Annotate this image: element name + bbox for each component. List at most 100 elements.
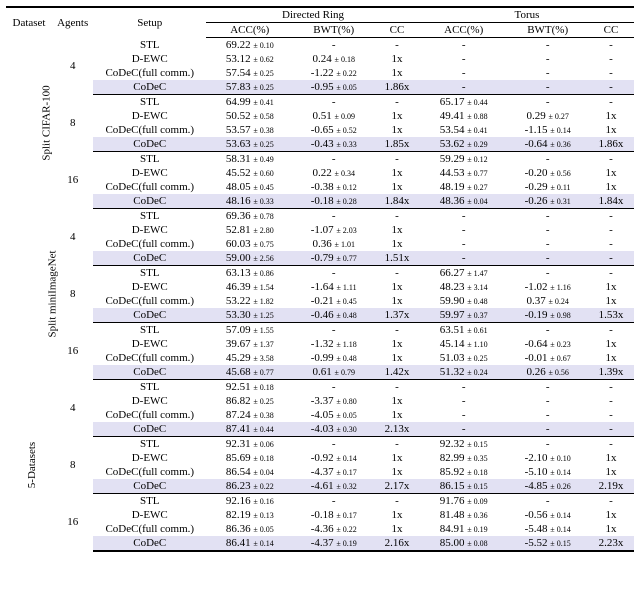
dataset-label: Split miniImageNet <box>6 209 52 380</box>
dataset-label: Split CIFAR-100 <box>6 38 52 209</box>
value-cell: 1x <box>374 280 420 294</box>
dataset-label: 5-Datasets <box>6 380 52 552</box>
setup-label: CoDeC(full comm.) <box>93 237 206 251</box>
value-cell: 2.17x <box>374 479 420 494</box>
value-cell: 45.68 ± 0.77 <box>206 365 293 380</box>
table-row: CoDeC(full comm.)53.57 ± 0.38-0.65 ± 0.5… <box>6 123 634 137</box>
value-cell: 53.62 ± 0.29 <box>420 137 507 152</box>
agents-label: 8 <box>52 95 93 152</box>
value-cell: -0.18 ± 0.17 <box>294 508 375 522</box>
value-cell: - <box>294 437 375 452</box>
value-cell: -4.03 ± 0.30 <box>294 422 375 437</box>
agents-label: 4 <box>52 380 93 437</box>
value-cell: 50.52 ± 0.58 <box>206 109 293 123</box>
table-row: CoDeC(full comm.)48.05 ± 0.45-0.38 ± 0.1… <box>6 180 634 194</box>
value-cell: 2.13x <box>374 422 420 437</box>
value-cell: - <box>420 80 507 95</box>
setup-label: CoDeC(full comm.) <box>93 66 206 80</box>
value-cell: - <box>507 237 588 251</box>
value-cell: - <box>374 152 420 167</box>
value-cell: 1x <box>374 465 420 479</box>
value-cell: - <box>294 323 375 338</box>
value-cell: -0.64 ± 0.36 <box>507 137 588 152</box>
value-cell: 48.05 ± 0.45 <box>206 180 293 194</box>
value-cell: 0.22 ± 0.34 <box>294 166 375 180</box>
value-cell: - <box>507 223 588 237</box>
value-cell: 1x <box>374 522 420 536</box>
table-row: 5-Datasets4STL92.51 ± 0.18----- <box>6 380 634 395</box>
value-cell: 0.51 ± 0.09 <box>294 109 375 123</box>
value-cell: 1x <box>374 52 420 66</box>
value-cell: -2.10 ± 0.10 <box>507 451 588 465</box>
value-cell: 44.53 ± 0.77 <box>420 166 507 180</box>
value-cell: - <box>420 66 507 80</box>
value-cell: 59.90 ± 0.48 <box>420 294 507 308</box>
value-cell: - <box>507 422 588 437</box>
value-cell: 1x <box>374 66 420 80</box>
value-cell: 48.23 ± 3.14 <box>420 280 507 294</box>
value-cell: - <box>507 437 588 452</box>
value-cell: - <box>374 323 420 338</box>
value-cell: 45.52 ± 0.60 <box>206 166 293 180</box>
value-cell: - <box>507 52 588 66</box>
value-cell: 87.24 ± 0.38 <box>206 408 293 422</box>
table-row: CoDeC(full comm.)45.29 ± 3.58-0.99 ± 0.4… <box>6 351 634 365</box>
value-cell: -0.43 ± 0.33 <box>294 137 375 152</box>
value-cell: -1.02 ± 1.16 <box>507 280 588 294</box>
table-row: D-EWC82.19 ± 0.13-0.18 ± 0.171x81.48 ± 0… <box>6 508 634 522</box>
agents-label: 16 <box>52 494 93 552</box>
table-row: D-EWC46.39 ± 1.54-1.64 ± 1.111x48.23 ± 3… <box>6 280 634 294</box>
value-cell: - <box>588 209 634 224</box>
table-row: 16STL92.16 ± 0.16--91.76 ± 0.09-- <box>6 494 634 509</box>
value-cell: 1x <box>374 337 420 351</box>
value-cell: 59.00 ± 2.56 <box>206 251 293 266</box>
setup-label: D-EWC <box>93 223 206 237</box>
table-row: 8STL64.99 ± 0.41--65.17 ± 0.44-- <box>6 95 634 110</box>
value-cell: 51.03 ± 0.25 <box>420 351 507 365</box>
setup-label: CoDeC(full comm.) <box>93 180 206 194</box>
value-cell: 1.53x <box>588 308 634 323</box>
value-cell: 1x <box>374 123 420 137</box>
setup-label: CoDeC <box>93 422 206 437</box>
table-row: CoDeC53.30 ± 1.25-0.46 ± 0.481.37x59.97 … <box>6 308 634 323</box>
value-cell: - <box>294 380 375 395</box>
value-cell: 58.31 ± 0.49 <box>206 152 293 167</box>
col-to-bwt: BWT(%) <box>507 23 588 38</box>
setup-label: CoDeC <box>93 536 206 551</box>
value-cell: -0.65 ± 0.52 <box>294 123 375 137</box>
table-row: CoDeC45.68 ± 0.770.61 ± 0.791.42x51.32 ±… <box>6 365 634 380</box>
value-cell: 92.32 ± 0.15 <box>420 437 507 452</box>
value-cell: 85.00 ± 0.08 <box>420 536 507 551</box>
value-cell: 92.51 ± 0.18 <box>206 380 293 395</box>
value-cell: - <box>588 237 634 251</box>
agents-label: 8 <box>52 437 93 494</box>
value-cell: - <box>374 437 420 452</box>
setup-label: CoDeC(full comm.) <box>93 351 206 365</box>
value-cell: 0.29 ± 0.27 <box>507 109 588 123</box>
value-cell: 1x <box>374 394 420 408</box>
value-cell: 52.81 ± 2.80 <box>206 223 293 237</box>
value-cell: - <box>374 38 420 53</box>
value-cell: 45.14 ± 1.10 <box>420 337 507 351</box>
value-cell: 1x <box>588 294 634 308</box>
value-cell: 1x <box>588 522 634 536</box>
value-cell: 48.16 ± 0.33 <box>206 194 293 209</box>
value-cell: - <box>507 38 588 53</box>
value-cell: -4.85 ± 0.26 <box>507 479 588 494</box>
value-cell: -0.79 ± 0.77 <box>294 251 375 266</box>
value-cell: 64.99 ± 0.41 <box>206 95 293 110</box>
value-cell: 53.30 ± 1.25 <box>206 308 293 323</box>
setup-label: STL <box>93 209 206 224</box>
col-agents: Agents <box>52 7 93 38</box>
value-cell: 69.36 ± 0.78 <box>206 209 293 224</box>
col-group-directed-ring: Directed Ring <box>206 7 420 23</box>
setup-label: CoDeC(full comm.) <box>93 522 206 536</box>
value-cell: - <box>507 408 588 422</box>
value-cell: 59.29 ± 0.12 <box>420 152 507 167</box>
value-cell: 86.41 ± 0.14 <box>206 536 293 551</box>
value-cell: 0.61 ± 0.79 <box>294 365 375 380</box>
table-row: CoDeC87.41 ± 0.44-4.03 ± 0.302.13x--- <box>6 422 634 437</box>
value-cell: 1.86x <box>374 80 420 95</box>
value-cell: 57.54 ± 0.25 <box>206 66 293 80</box>
setup-label: CoDeC <box>93 137 206 152</box>
